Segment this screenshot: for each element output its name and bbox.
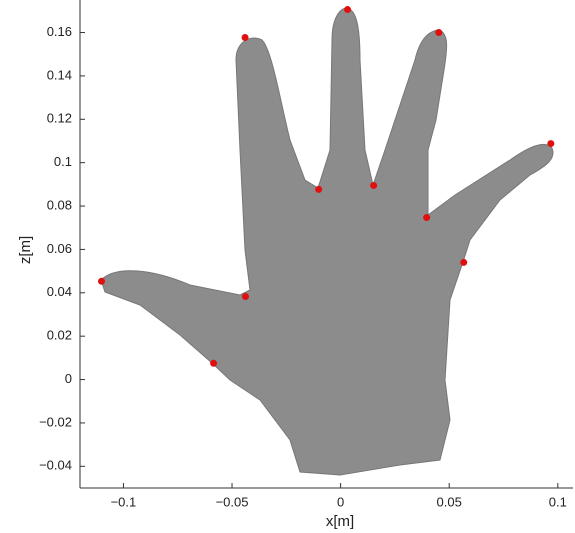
x-tick-label: 0 [337,494,344,509]
x-tick-label: 0.05 [437,494,462,509]
y-tick-label: 0.02 [47,328,72,343]
y-tick-label: 0.1 [54,154,72,169]
landmark-point [242,34,249,41]
y-axis-label: z[m] [17,236,34,264]
landmark-point [370,182,377,189]
y-tick-label: 0.16 [47,24,72,39]
y-tick-label: 0 [65,371,72,386]
y-tick-label: −0.04 [39,458,72,473]
landmark-point [242,293,249,300]
landmark-point [98,278,105,285]
landmark-point [460,259,467,266]
y-tick-label: 0.04 [47,284,72,299]
chart: x[m] z[m] −0.1 −0.05 0 0.05 0.1 −0.04 −0.02 0 0.… [0,0,575,533]
x-tick-label: −0.05 [216,494,249,509]
landmark-point [547,140,554,147]
y-tick-label: 0.08 [47,197,72,212]
y-tick-label: 0.14 [47,67,72,82]
x-axis-label: x[m] [326,513,354,530]
landmark-point [344,6,351,13]
x-tick-label: 0.1 [549,494,567,509]
landmark-point [210,360,217,367]
y-tick-label: 0.06 [47,241,72,256]
landmark-point [435,29,442,36]
y-tick-label: −0.02 [39,414,72,429]
hand-point-cloud [101,8,553,475]
y-tick-label: 0.12 [47,111,72,126]
landmark-point [423,214,430,221]
x-tick-label: −0.1 [111,494,137,509]
landmark-point [315,186,322,193]
